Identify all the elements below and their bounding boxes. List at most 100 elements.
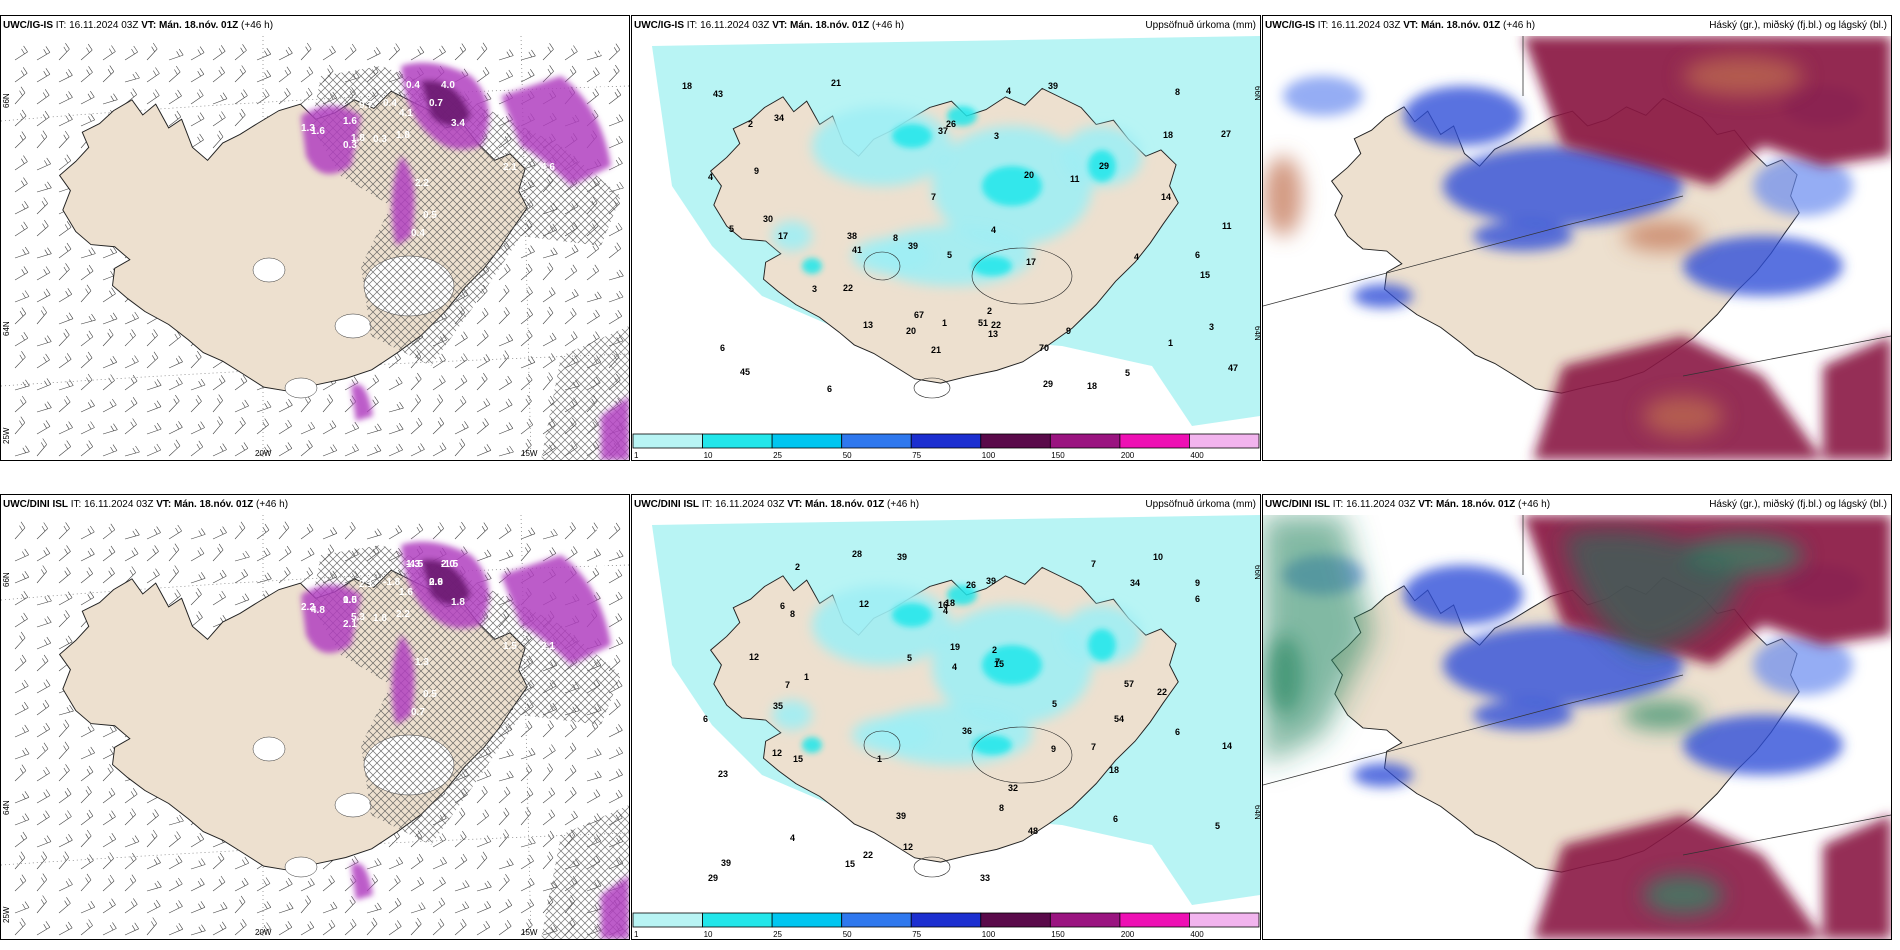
wind-barb bbox=[256, 523, 270, 540]
wind-barb bbox=[234, 521, 246, 540]
precip-value-label: 67 bbox=[914, 310, 924, 320]
wind-barb bbox=[168, 877, 183, 892]
precip-value-label: 22 bbox=[991, 320, 1001, 330]
wind-barb bbox=[58, 704, 74, 716]
wind-barb bbox=[454, 331, 468, 347]
precip-value-label: 29 bbox=[1099, 161, 1109, 171]
wind-barb bbox=[300, 66, 314, 83]
wind-barb bbox=[234, 65, 246, 83]
wind-barb bbox=[14, 874, 27, 892]
wind-barb bbox=[58, 610, 70, 628]
cloud-blob bbox=[1643, 875, 1723, 915]
wind-barb bbox=[542, 830, 555, 848]
precip-values: 1.71.3 2.0 1.22.60.52.12.21.64.85.31.82.12… bbox=[301, 527, 614, 718]
map: 1 3 2 4 9 11 18 47 34 70 30 38 39 51 67 45 37 18 13 21 27 29 2… bbox=[632, 36, 1260, 460]
legend-tick-label: 150 bbox=[1051, 451, 1065, 460]
glacier bbox=[863, 730, 901, 760]
wind-barb bbox=[168, 814, 184, 826]
lead-time: (+46 h) bbox=[1500, 20, 1536, 31]
wind-barb bbox=[256, 89, 270, 105]
wind-barb bbox=[36, 219, 49, 237]
precip-value-label: 1 bbox=[877, 754, 882, 764]
wind-barb bbox=[498, 307, 510, 325]
wind-barb bbox=[388, 897, 402, 914]
legend-swatch bbox=[841, 433, 912, 449]
precip-value-label: 2.0 bbox=[441, 559, 455, 570]
wind-barb bbox=[102, 922, 117, 936]
wind-barb bbox=[520, 720, 533, 738]
precip-value-label: 1 bbox=[804, 672, 809, 682]
cloud-blob bbox=[1683, 56, 1803, 96]
wind-barb bbox=[344, 43, 357, 61]
graticule bbox=[1263, 36, 1891, 377]
legend-swatch bbox=[1119, 912, 1190, 928]
precip-blob bbox=[972, 256, 1012, 276]
wind-barb bbox=[102, 852, 114, 870]
precip-value-label: 34 bbox=[1130, 578, 1140, 588]
wind-barb bbox=[454, 374, 468, 391]
cloud-blob bbox=[1443, 146, 1683, 226]
wind-barb bbox=[234, 108, 246, 127]
wind-barb bbox=[564, 45, 578, 61]
longitude-line bbox=[520, 35, 532, 460]
wind-barb bbox=[366, 444, 382, 457]
wind-barb bbox=[80, 919, 93, 936]
wind-barb bbox=[146, 89, 160, 105]
precip-value-label: 12 bbox=[903, 842, 913, 852]
wind-barb bbox=[146, 400, 162, 413]
precip-value-label: 21 bbox=[831, 78, 841, 88]
wind-barb bbox=[80, 264, 94, 281]
wind-barb bbox=[14, 571, 30, 584]
wind-barb bbox=[36, 594, 52, 606]
cloud-blob bbox=[1263, 515, 1373, 765]
wind-barb bbox=[168, 524, 182, 540]
wind-barb bbox=[322, 394, 334, 413]
cloud-blob bbox=[1683, 236, 1843, 296]
legend-tick-label: 200 bbox=[1121, 451, 1135, 460]
legend-swatch bbox=[632, 912, 703, 928]
wind-barb bbox=[212, 543, 224, 562]
wind-barb bbox=[146, 880, 162, 892]
wind-barb bbox=[146, 351, 159, 369]
wind-barb bbox=[80, 284, 92, 303]
precip-value-label: -2.5 bbox=[596, 527, 614, 538]
cloud-blob bbox=[1643, 396, 1723, 436]
wind-barb bbox=[608, 789, 623, 804]
wind-barb bbox=[102, 356, 118, 369]
wind-barb bbox=[234, 417, 246, 435]
wind-barb bbox=[58, 288, 73, 303]
wind-barb bbox=[586, 291, 602, 303]
wind-barb bbox=[586, 264, 600, 281]
wind-barb bbox=[278, 921, 293, 936]
precip-value-label: 15 bbox=[994, 659, 1004, 669]
wind-barb bbox=[124, 71, 140, 83]
wind-barb bbox=[80, 873, 92, 892]
glacier bbox=[971, 726, 1073, 784]
wind-barb bbox=[564, 721, 577, 738]
wind-barb bbox=[608, 242, 622, 259]
wind-barb bbox=[80, 548, 95, 562]
wind-barb bbox=[388, 376, 403, 391]
precip-value-label: 34 bbox=[774, 113, 784, 123]
wind-barb bbox=[278, 902, 294, 914]
precip-value-label: -1.8 bbox=[383, 577, 401, 588]
precip-value-label: 22 bbox=[1157, 687, 1167, 697]
wind-barb bbox=[80, 399, 95, 413]
wind-barb bbox=[14, 445, 30, 457]
wind-barb bbox=[498, 786, 511, 804]
wind-barb bbox=[234, 895, 246, 914]
cloud-blob bbox=[1263, 156, 1303, 236]
precip-value-label: 1.2 bbox=[591, 560, 605, 571]
wind-barb bbox=[542, 65, 554, 83]
cloud-blob bbox=[1473, 221, 1573, 251]
map-canvas bbox=[1263, 36, 1891, 460]
cloud-blob bbox=[1353, 763, 1413, 787]
wind-barb bbox=[80, 786, 92, 804]
wind-barb bbox=[608, 135, 624, 149]
wind-barb bbox=[190, 572, 206, 584]
wind-barb bbox=[608, 768, 623, 782]
precip-value-label: 2.2 bbox=[396, 609, 410, 620]
wind-barb bbox=[14, 67, 28, 83]
legend-swatch bbox=[980, 433, 1051, 449]
precip-band bbox=[351, 863, 373, 900]
